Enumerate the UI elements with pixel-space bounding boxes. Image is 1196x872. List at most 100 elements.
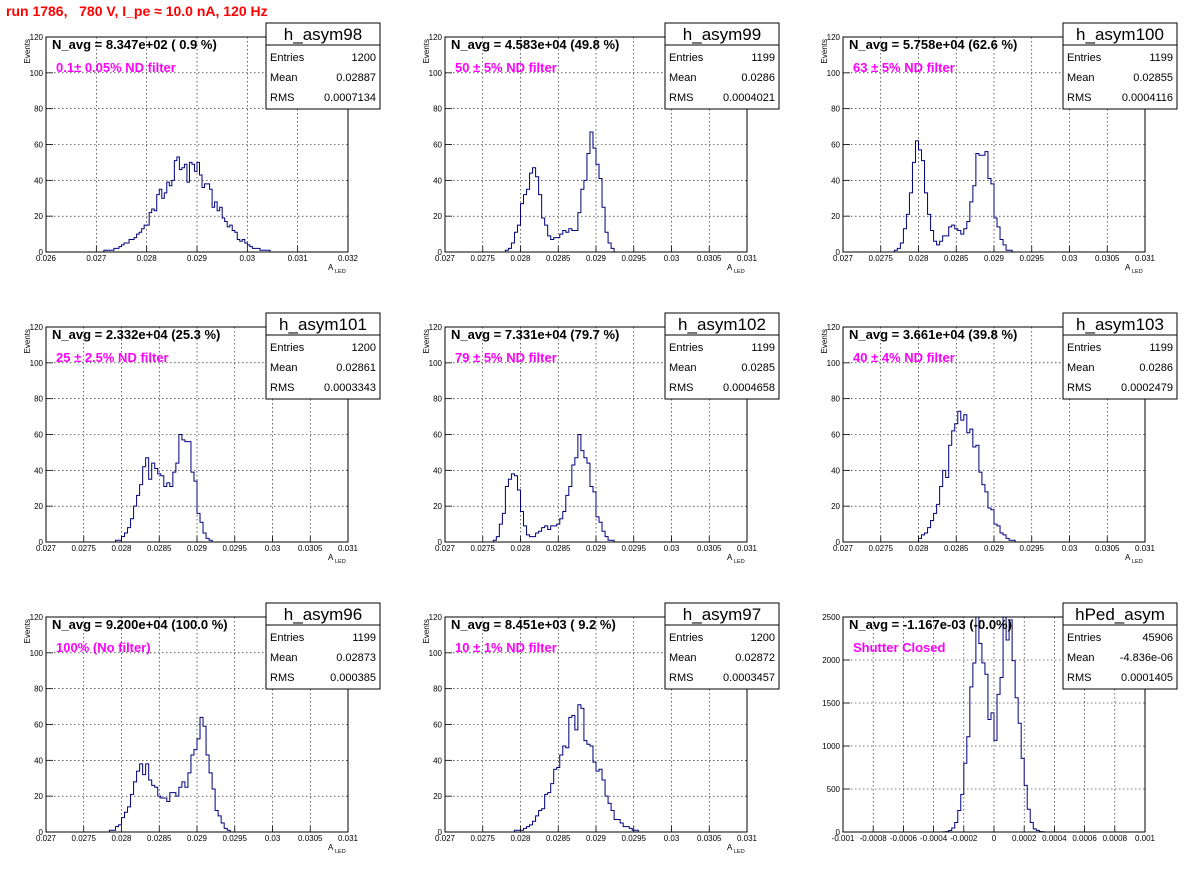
x-tick-label: 0.031 <box>288 254 309 263</box>
x-tick-label: 0.0275 <box>869 254 894 263</box>
x-tick-label: 0.0285 <box>546 834 571 843</box>
histogram-h_asym98: 0.026 0.027 0.028 0.029 0.03 0.031 0.032 0 20 40 6… <box>23 22 381 275</box>
x-tick-label: -0.001 <box>832 834 855 843</box>
stats-title: h_asym97 <box>683 605 761 624</box>
x-tick-label: 0.027 <box>435 544 456 553</box>
histogram-h_asym97: 0.027 0.0275 0.028 0.0285 0.029 0.0295 0.03 0.0… <box>422 602 780 855</box>
stats-value: 1200 <box>352 52 376 64</box>
x-tick-label: 0.028 <box>111 544 132 553</box>
stats-key: RMS <box>669 92 693 104</box>
stats-key: RMS <box>1067 92 1091 104</box>
y-axis-label: Events <box>23 39 32 63</box>
y-tick-label: 60 <box>433 141 442 150</box>
stats-title: hPed_asym <box>1075 605 1165 624</box>
y-tick-label: 100 <box>827 69 841 78</box>
x-tick-label: 0.001 <box>1135 834 1156 843</box>
x-axis-label: A <box>727 263 733 272</box>
histogram-h_asym99: 0.027 0.0275 0.028 0.0285 0.029 0.0295 0.03 0.0… <box>422 22 780 275</box>
histogram-h_asym100: 0.027 0.0275 0.028 0.0285 0.029 0.0295 0.03 0.0… <box>820 22 1178 275</box>
y-tick-label: 80 <box>831 395 840 404</box>
stats-box <box>664 312 780 400</box>
x-tick-label: 0.026 <box>36 254 57 263</box>
y-tick-label: 0 <box>836 828 841 837</box>
x-tick-label: 0.03 <box>1062 544 1078 553</box>
x-axis-label: A <box>328 843 334 852</box>
x-tick-label: 0.03 <box>265 544 281 553</box>
stats-value: 0.0004116 <box>1122 92 1173 104</box>
stats-value: 1200 <box>751 632 775 644</box>
y-tick-label: 60 <box>34 141 43 150</box>
navg-label: N_avg = 5.758e+04 (62.6 %) <box>849 37 1017 52</box>
stats-key: Entries <box>1067 632 1102 644</box>
x-tick-label: 0.027 <box>833 544 854 553</box>
y-tick-label: 40 <box>34 756 43 765</box>
x-tick-label: 0.027 <box>435 254 456 263</box>
x-tick-label: 0.028 <box>908 544 929 553</box>
filter-label: 79 ± 5% ND filter <box>455 350 557 365</box>
x-tick-label: 0 <box>992 834 997 843</box>
filter-label: 100% (No filter) <box>56 640 151 655</box>
y-tick-label: 100 <box>429 69 443 78</box>
y-tick-label: 40 <box>34 176 43 185</box>
y-axis-label: Events <box>820 39 829 63</box>
filter-label: 50 ± 5% ND filter <box>455 60 557 75</box>
x-tick-label: 0.0004 <box>1042 834 1067 843</box>
x-tick-label: 0.029 <box>187 544 208 553</box>
y-tick-label: 40 <box>831 466 840 475</box>
y-tick-label: 40 <box>433 466 442 475</box>
y-tick-label: 120 <box>30 33 44 42</box>
stats-key: RMS <box>270 672 294 684</box>
y-tick-label: 20 <box>831 502 840 511</box>
x-tick-label: 0.0295 <box>622 254 647 263</box>
x-tick-label: 0.0295 <box>622 834 647 843</box>
y-tick-label: 80 <box>433 395 442 404</box>
stats-value: 0.02873 <box>336 652 376 664</box>
y-tick-label: 120 <box>827 33 841 42</box>
y-tick-label: 40 <box>433 756 442 765</box>
stats-value: 1199 <box>1149 342 1173 354</box>
stats-key: Entries <box>1067 52 1102 64</box>
x-tick-label: 0.027 <box>36 544 57 553</box>
y-tick-label: 20 <box>831 212 840 221</box>
x-tick-label: 0.0305 <box>298 834 323 843</box>
stats-key: Mean <box>270 72 298 84</box>
stats-value: 0.0004658 <box>723 382 775 394</box>
histogram-h_asym96: 0.027 0.0275 0.028 0.0285 0.029 0.0295 0.03 0.0… <box>23 602 381 855</box>
x-axis-label-subscript: LED <box>335 559 346 565</box>
x-tick-label: 0.0285 <box>147 544 172 553</box>
stats-key: Entries <box>1067 342 1102 354</box>
y-tick-label: 20 <box>433 502 442 511</box>
stats-key: RMS <box>669 672 693 684</box>
x-tick-label: 0.027 <box>36 834 57 843</box>
y-tick-label: 120 <box>429 323 443 332</box>
y-tick-label: 2000 <box>822 656 840 665</box>
y-tick-label: 60 <box>34 721 43 730</box>
histogram-h_asym103: 0.027 0.0275 0.028 0.0285 0.029 0.0295 0.03 0.0… <box>820 312 1178 565</box>
x-tick-label: 0.027 <box>86 254 107 263</box>
stats-value: 1199 <box>352 632 376 644</box>
x-tick-label: 0.031 <box>338 834 359 843</box>
y-tick-label: 80 <box>433 685 442 694</box>
stats-key: RMS <box>669 382 693 394</box>
stats-title: h_asym96 <box>284 605 362 624</box>
x-tick-label: 0.029 <box>187 254 208 263</box>
stats-key: Mean <box>1067 652 1095 664</box>
y-axis-label: Events <box>820 329 829 353</box>
stats-title: h_asym102 <box>678 315 766 334</box>
y-tick-label: 60 <box>831 141 840 150</box>
run-title: run 1786, 780 V, I_pe ≈ 10.0 nA, 120 Hz <box>6 3 268 19</box>
x-tick-label: 0.0305 <box>1095 544 1120 553</box>
stats-value: 0.02855 <box>1133 72 1173 84</box>
x-axis-label: A <box>727 843 733 852</box>
y-tick-label: 100 <box>30 69 44 78</box>
stats-key: RMS <box>1067 672 1091 684</box>
y-tick-label: 60 <box>34 431 43 440</box>
stats-key: RMS <box>1067 382 1091 394</box>
x-tick-label: 0.0295 <box>1020 544 1045 553</box>
navg-label: N_avg = 9.200e+04 (100.0 %) <box>52 617 228 632</box>
x-tick-label: 0.0305 <box>697 544 722 553</box>
stats-box <box>664 22 780 110</box>
x-tick-label: 0.0295 <box>1020 254 1045 263</box>
y-tick-label: 20 <box>433 792 442 801</box>
